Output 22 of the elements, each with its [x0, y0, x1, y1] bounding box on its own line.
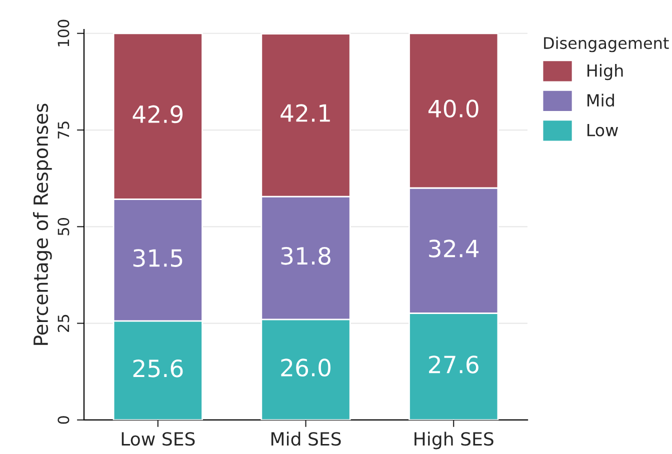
x-tick-label: Low SES: [122, 432, 195, 446]
data-label: 40.0: [428, 100, 478, 118]
y-tick-label: 50: [58, 218, 70, 236]
legend-label: Low: [587, 124, 618, 136]
data-label: 25.6: [133, 359, 183, 378]
data-label: 42.9: [132, 105, 183, 124]
data-label: 42.1: [280, 104, 330, 122]
data-label: 31.8: [281, 246, 330, 265]
y-axis-title: Percentage of Responses: [33, 104, 52, 345]
x-tick-label: Mid SES: [271, 432, 341, 446]
y-tick-label: 75: [58, 122, 70, 138]
data-label: 31.5: [133, 249, 182, 267]
y-tick-label: 100: [58, 20, 70, 46]
x-tick-label: High SES: [414, 432, 494, 450]
data-label: 32.4: [429, 240, 479, 258]
data-label: 27.6: [429, 356, 478, 374]
legend-label: High: [587, 64, 623, 80]
y-tick-label: 25: [58, 314, 70, 332]
data-label: 26.0: [281, 358, 330, 377]
legend-title: Disengagement: [544, 36, 669, 52]
legend-label: Mid: [587, 94, 614, 107]
y-tick-label: 0: [58, 416, 70, 424]
